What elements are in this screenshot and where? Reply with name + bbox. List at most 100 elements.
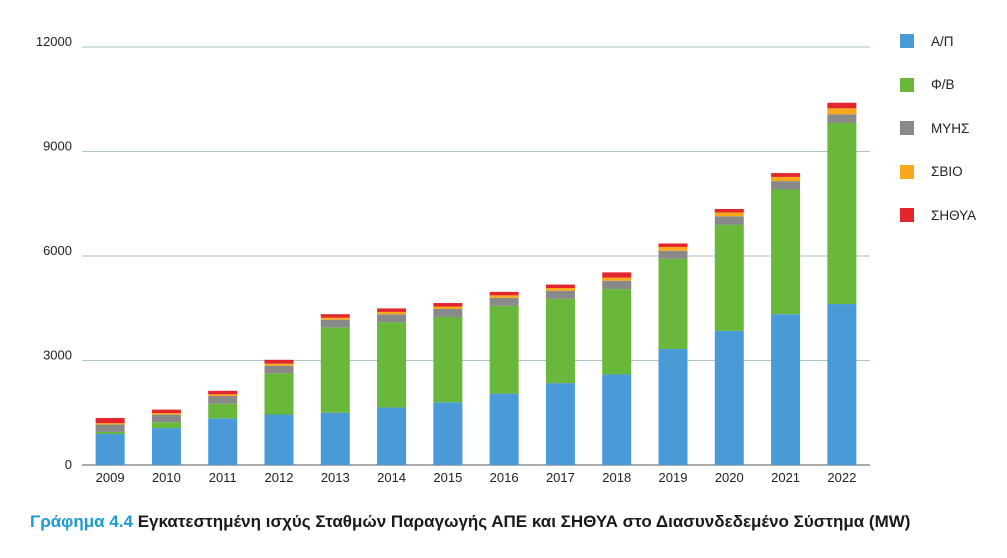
bar-segment [433,316,463,403]
bar-segment [208,390,238,395]
bar-segment [489,393,519,465]
y-tick-label: 12000 [36,34,72,49]
chart-area: 0 3000 6000 9000 12000 2009 2010 2011 2012 2013 20… [36,34,870,485]
legend: Α/Π Φ/Β ΜΥΗΣ ΣΒΙΟ ΣΗΘΥΑ [900,32,976,250]
bar-segment [602,272,632,278]
bar-segment [771,181,801,190]
bar-segment [208,394,238,397]
bar-segment [208,396,238,404]
bar-segment [658,246,688,251]
legend-label: ΣΒΙΟ [931,164,963,179]
bar-segment [95,433,125,465]
bar-segment [151,409,181,414]
bar-segment [320,412,350,465]
bar-segment [264,373,294,415]
bar-segment [658,250,688,259]
bar-segment [771,314,801,465]
bar-segment [264,365,294,374]
bar-segment [827,114,857,123]
bar-segment [377,308,407,312]
bar-segment [489,297,519,306]
legend-item: Α/Π [900,32,976,50]
bar-segment [95,423,125,425]
bar-segment [658,349,688,465]
bar-segment [320,314,350,318]
y-tick-label: 9000 [43,139,72,154]
legend-label: ΣΗΘΥΑ [931,207,977,223]
bar-segment [658,243,688,247]
bar-segment [377,314,407,323]
bar-segment [320,317,350,320]
bar-segment [714,224,744,331]
bar-segment [827,304,857,465]
bar-segment [771,176,801,182]
bar-segment [602,289,632,375]
y-tick-label: 3000 [43,348,72,363]
legend-swatch [900,208,914,222]
x-tick-label: 2010 [152,470,181,485]
bar-segment [489,305,519,394]
bar-segment [95,417,125,424]
x-tick-label: 2014 [377,470,406,485]
bar-segment [658,258,688,350]
bar-segment [208,403,238,419]
bar-segment [714,212,744,217]
bar-segment [95,424,125,432]
bar-segment [545,298,575,384]
bar-segment [489,291,519,296]
bar-segment [771,189,801,315]
legend-label: Φ/Β [931,77,955,92]
bar-segment [489,295,519,298]
x-tick-label: 2019 [659,470,688,485]
bar-segment [827,102,857,109]
legend-item: ΜΥΗΣ [900,119,976,137]
bar-segment [151,428,181,465]
x-tick-label: 2009 [96,470,125,485]
bar-segment [433,303,463,307]
legend-label: Α/Π [931,33,954,49]
bar-segment [714,208,744,213]
legend-item: Φ/Β [900,76,976,94]
bar-segment [545,284,575,289]
bar-segment [377,407,407,465]
bar-segment [714,216,744,225]
x-tick-label: 2016 [490,470,519,485]
bar-segment [208,418,238,465]
x-tick-label: 2011 [209,470,237,485]
bar-segment [320,319,350,328]
bar-segment [377,322,407,408]
chart-caption: Γράφημα 4.4 Εγκατεστημένη ισχύς Σταθμών … [30,512,910,532]
bar-segment [827,108,857,115]
bar-segment [264,359,294,364]
x-tick-label: 2017 [546,470,575,485]
x-tick-label: 2015 [433,470,462,485]
legend-swatch [900,121,914,135]
bar-segment [264,414,294,465]
legend-swatch [900,34,914,48]
bar-segment [433,306,463,309]
y-tick-label: 6000 [43,243,72,258]
bar-segment [714,330,744,465]
y-tick-label: 0 [65,457,72,472]
bar-segment [151,422,181,429]
bar-segment [433,402,463,465]
bar-segment [827,122,857,305]
bar-segment [320,327,350,413]
x-tick-label: 2012 [265,470,294,485]
bar-segment [151,414,181,423]
legend-item: ΣΒΙΟ [900,163,976,181]
bar-segment [771,173,801,177]
bar-segment [602,280,632,290]
bar-segment [377,311,407,315]
x-tick-label: 2018 [602,470,631,485]
legend-swatch [900,164,914,179]
bar-segment [151,413,181,415]
x-tick-label: 2021 [771,470,800,485]
bar-segment [433,308,463,317]
bar-segment [602,277,632,281]
legend-label: ΜΥΗΣ [931,120,970,136]
legend-item: ΣΗΘΥΑ [900,206,976,224]
bar-segment [545,288,575,291]
caption-prefix: Γράφημα 4.4 [30,512,133,531]
bar-segment [545,290,575,299]
